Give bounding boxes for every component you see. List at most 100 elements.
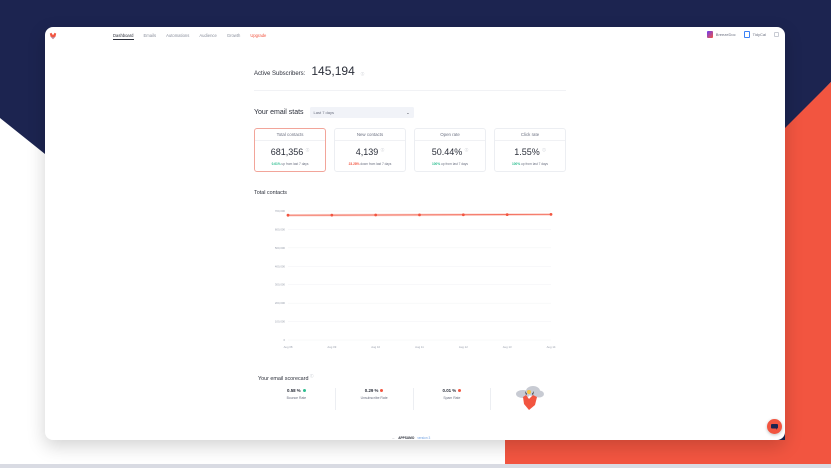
- stat-card-delta-text: up from last 7 days: [281, 162, 309, 166]
- footer-brand: APPSUMO: [398, 436, 415, 440]
- stat-card-new-contacts[interactable]: New contacts 4,139 ⓘ 23.28% down from la…: [334, 128, 406, 172]
- top-nav: Dashboard Emails Automations Audience Gr…: [45, 27, 785, 45]
- stat-card-title: Total contacts: [255, 129, 325, 141]
- y-tick-label: 200,000: [275, 301, 286, 305]
- x-tick-label: Aug 10: [371, 345, 380, 349]
- scorecard-illustration: [491, 386, 568, 410]
- status-dot-icon: [380, 389, 384, 393]
- x-tick-label: Aug 09: [327, 345, 336, 349]
- stat-card-value: 50.44%: [431, 147, 463, 157]
- tidycal-link[interactable]: TidyCal: [743, 31, 766, 38]
- score-value: 0.29 %: [364, 388, 379, 393]
- active-subscribers: Active Subscribers: 145,194 ⓘ: [254, 64, 574, 78]
- active-subscribers-value: 145,194: [311, 64, 355, 78]
- data-point[interactable]: [330, 213, 334, 217]
- email-stats-header: Your email stats Last 7 days ⌄: [254, 107, 414, 118]
- data-point[interactable]: [549, 213, 553, 216]
- score-value: 0.58 %: [287, 388, 301, 393]
- stat-cards: Total contacts 681,356 ⓘ 0.61% up from l…: [254, 128, 566, 172]
- stat-card-title: Click rate: [495, 129, 565, 141]
- background-bottom-line: [0, 464, 831, 468]
- scorecard-title: Your email scorecard ⓘ: [258, 374, 313, 382]
- info-icon[interactable]: ⓘ: [305, 148, 310, 152]
- stat-card-delta: 100%: [432, 162, 441, 166]
- stat-card-total-contacts[interactable]: Total contacts 681,356 ⓘ 0.61% up from l…: [254, 128, 326, 172]
- back-arrow-icon[interactable]: ←: [392, 436, 396, 440]
- y-tick-label: 100,000: [275, 320, 286, 324]
- tidycal-label: TidyCal: [752, 32, 766, 37]
- stat-card-title: New contacts: [335, 129, 405, 141]
- score-bounce-rate: 0.58 % Bounce Rate: [258, 388, 336, 410]
- stat-card-value: 1.55%: [514, 147, 540, 157]
- stat-card-value: 681,356: [270, 147, 304, 157]
- nav-upgrade[interactable]: Upgrade: [250, 33, 267, 38]
- score-label: Bounce Rate: [286, 396, 307, 400]
- nav-emails[interactable]: Emails: [143, 33, 157, 38]
- breezedoc-label: BreezeDoc: [715, 32, 736, 37]
- stat-card-title: Open rate: [415, 129, 485, 141]
- data-point[interactable]: [374, 213, 378, 217]
- x-tick-label: Aug 11: [415, 345, 424, 349]
- stat-card-delta: 23.28%: [348, 162, 360, 166]
- info-icon[interactable]: ⓘ: [360, 72, 365, 76]
- nav-dashboard[interactable]: Dashboard: [113, 33, 134, 40]
- footer-version[interactable]: version 3: [417, 436, 431, 440]
- chevron-down-icon: ⌄: [406, 110, 410, 115]
- x-tick-label: Aug 14: [547, 345, 556, 349]
- total-contacts-line-chart[interactable]: 0 100,000 200,000 300,000 400,000 500,000 600,…: [254, 202, 574, 352]
- chart-title: Total contacts: [254, 190, 287, 196]
- info-icon[interactable]: ⓘ: [309, 374, 314, 378]
- main-nav: Dashboard Emails Automations Audience Gr…: [113, 33, 266, 40]
- stat-card-delta: 100%: [512, 162, 521, 166]
- nav-growth[interactable]: Growth: [226, 33, 241, 38]
- tidycal-icon: [743, 31, 750, 38]
- status-dot-icon: [458, 389, 462, 393]
- scorecard-row: 0.58 % Bounce Rate 0.29 % Unsubscribe Ra…: [258, 386, 568, 410]
- score-value: 0.01 %: [442, 388, 457, 393]
- data-point[interactable]: [505, 213, 509, 216]
- footer: ← APPSUMO version 3: [392, 436, 430, 440]
- stat-card-value: 4,139: [355, 147, 379, 157]
- stat-card-delta-text: up from last 7 days: [521, 162, 548, 166]
- breezedoc-link[interactable]: BreezeDoc: [706, 31, 736, 38]
- y-tick-label: 0: [283, 338, 285, 342]
- stat-card-delta-text: down from last 7 days: [360, 162, 392, 166]
- sendfox-logo-icon[interactable]: [49, 32, 57, 40]
- info-icon[interactable]: ⓘ: [542, 148, 546, 152]
- user-menu-icon[interactable]: [774, 32, 779, 37]
- app-window: Dashboard Emails Automations Audience Gr…: [45, 27, 785, 440]
- score-unsubscribe-rate: 0.29 % Unsubscribe Rate: [336, 388, 414, 410]
- email-stats-title: Your email stats: [254, 109, 304, 116]
- data-point[interactable]: [418, 213, 421, 217]
- scorecard-title-text: Your email scorecard: [258, 375, 309, 382]
- chat-icon: [771, 423, 778, 430]
- x-tick-label: Aug 12: [459, 345, 468, 349]
- breezedoc-icon: [706, 31, 713, 38]
- info-icon[interactable]: ⓘ: [380, 148, 385, 152]
- info-icon[interactable]: ⓘ: [464, 148, 469, 152]
- y-tick-label: 300,000: [275, 283, 286, 287]
- fox-cloud-illustration-icon: [516, 386, 545, 410]
- data-point[interactable]: [461, 213, 465, 217]
- y-tick-label: 700,000: [275, 209, 286, 213]
- data-point[interactable]: [286, 213, 290, 217]
- period-select-value: Last 7 days: [313, 110, 335, 115]
- stat-card-delta: 0.61%: [271, 162, 281, 166]
- stat-card-open-rate[interactable]: Open rate 50.44% ⓘ 100% up from last 7 d…: [414, 128, 486, 172]
- stat-card-delta-text: up from last 7 days: [441, 162, 468, 166]
- period-select[interactable]: Last 7 days ⌄: [309, 107, 414, 118]
- divider: [254, 90, 566, 91]
- x-tick-label: Aug 08: [284, 345, 293, 349]
- background-bottom: [0, 440, 505, 468]
- active-subscribers-label: Active Subscribers:: [254, 71, 306, 77]
- y-tick-label: 600,000: [275, 227, 286, 231]
- stat-card-click-rate[interactable]: Click rate 1.55% ⓘ 100% up from last 7 d…: [494, 128, 566, 172]
- y-tick-label: 400,000: [275, 264, 286, 268]
- nav-audience[interactable]: Audience: [199, 33, 217, 38]
- y-tick-label: 500,000: [275, 246, 286, 250]
- nav-automations[interactable]: Automations: [166, 33, 190, 38]
- nav-apps: BreezeDoc TidyCal: [706, 31, 779, 38]
- score-spam-rate: 0.01 % Spam Rate: [414, 388, 492, 410]
- chat-button[interactable]: [767, 419, 782, 434]
- score-label: Unsubscribe Rate: [360, 396, 388, 400]
